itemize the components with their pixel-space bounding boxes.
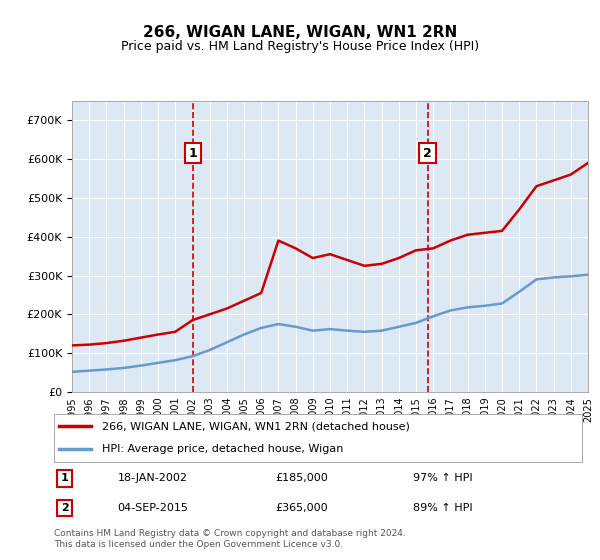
Text: 1: 1 [189,147,197,160]
Text: 04-SEP-2015: 04-SEP-2015 [118,503,188,513]
Text: 97% ↑ HPI: 97% ↑ HPI [413,473,473,483]
Text: £365,000: £365,000 [276,503,328,513]
Text: 2: 2 [61,503,68,513]
Text: £185,000: £185,000 [276,473,329,483]
Text: Contains HM Land Registry data © Crown copyright and database right 2024.
This d: Contains HM Land Registry data © Crown c… [54,529,406,549]
Text: 2: 2 [423,147,432,160]
Text: HPI: Average price, detached house, Wigan: HPI: Average price, detached house, Wiga… [101,444,343,454]
Text: 266, WIGAN LANE, WIGAN, WN1 2RN (detached house): 266, WIGAN LANE, WIGAN, WN1 2RN (detache… [101,421,409,431]
Text: 18-JAN-2002: 18-JAN-2002 [118,473,187,483]
Text: 89% ↑ HPI: 89% ↑ HPI [413,503,473,513]
Text: 1: 1 [61,473,68,483]
Text: Price paid vs. HM Land Registry's House Price Index (HPI): Price paid vs. HM Land Registry's House … [121,40,479,53]
Text: 266, WIGAN LANE, WIGAN, WN1 2RN: 266, WIGAN LANE, WIGAN, WN1 2RN [143,25,457,40]
